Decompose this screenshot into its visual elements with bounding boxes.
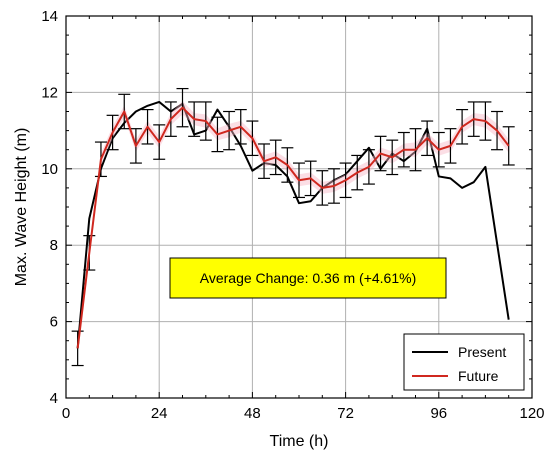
axis-ticks (65, 15, 533, 399)
y-tick-label: 10 (41, 161, 58, 178)
y-axis-title: Max. Wave Height (m) (13, 128, 30, 287)
y-tick-label: 12 (41, 84, 58, 101)
x-tick-label: 96 (430, 405, 447, 422)
x-axis-title: Time (h) (270, 433, 329, 450)
x-tick-label: 0 (62, 405, 70, 422)
grid (66, 16, 532, 398)
x-tick-label: 48 (244, 405, 261, 422)
y-tick-label: 4 (50, 390, 58, 407)
x-tick-label: 72 (337, 405, 354, 422)
annotation-background (169, 257, 447, 299)
y-tick-label: 14 (41, 8, 58, 25)
legend-label-present: Present (458, 344, 506, 360)
legend-box (403, 333, 525, 391)
x-tick-label: 24 (151, 405, 168, 422)
x-tick-label: 120 (519, 405, 544, 422)
y-tick-label: 8 (50, 237, 58, 254)
legend-label-future: Future (458, 368, 499, 384)
tick-labels: 0 24 48 72 96 120 4 6 8 10 12 14 (41, 8, 544, 422)
annotation-text: Average Change: 0.36 m (+4.61%) (200, 270, 417, 286)
annotation-box: Average Change: 0.36 m (+4.61%) (169, 257, 447, 299)
legend: Present Future (403, 333, 525, 391)
series-future (71, 87, 515, 367)
series-line-future (76, 106, 510, 349)
series-band-future (77, 100, 509, 355)
y-tick-label: 6 (50, 314, 58, 331)
